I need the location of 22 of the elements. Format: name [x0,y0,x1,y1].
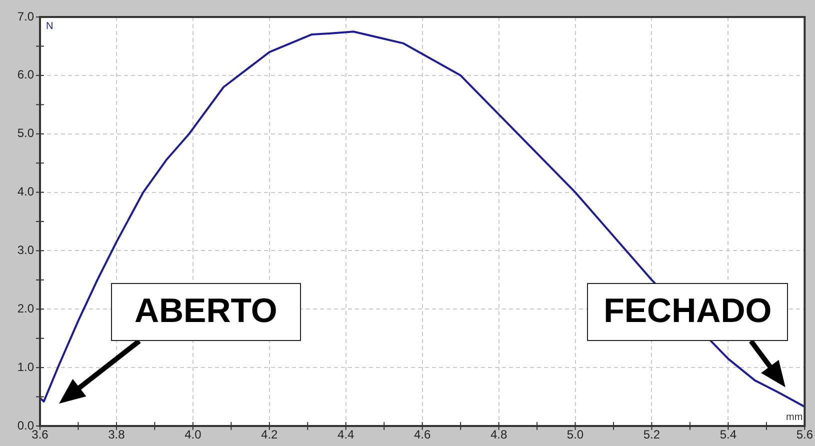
x-tick-label: 4.2 [261,428,278,442]
x-tick-label: 5.2 [643,428,660,442]
y-tick-label: 5.0 [17,126,34,140]
x-tick-label: 3.6 [32,428,49,442]
x-tick-label: 4.8 [490,428,508,442]
x-axis-title: mm [786,412,803,423]
x-tick-label: 5.4 [720,428,737,442]
x-tick-label: 3.8 [108,428,126,442]
x-tick-label: 4.4 [338,428,355,442]
y-tick-label: 6.0 [17,68,34,82]
annotation: ABERTO [111,282,301,341]
x-tick-label: 4.0 [184,428,202,442]
y-tick-label: 3.0 [17,243,34,258]
x-tick-label: 4.6 [414,428,431,442]
y-axis-title: N [46,20,54,32]
x-tick-label: 5.0 [566,428,584,442]
y-tick-label: 2.0 [17,301,34,316]
y-tick-label: 1.0 [17,360,34,374]
y-tick-label: 4.0 [17,184,34,199]
y-tick-label: 7.0 [17,9,34,24]
x-tick-label: 5.6 [796,428,814,442]
annotation: FECHADO [587,282,788,341]
